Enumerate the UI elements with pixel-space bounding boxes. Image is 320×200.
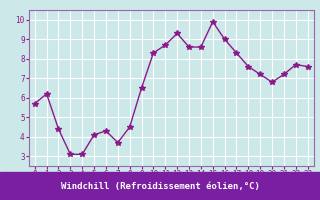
Text: Windchill (Refroidissement éolien,°C): Windchill (Refroidissement éolien,°C) (60, 182, 260, 190)
